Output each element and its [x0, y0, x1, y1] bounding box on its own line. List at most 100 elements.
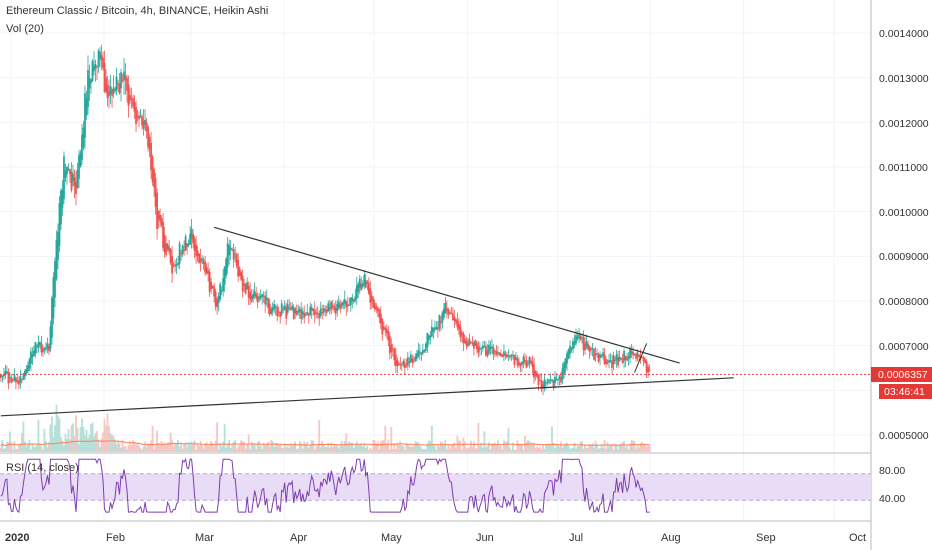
price-tick: 0.0007000: [879, 341, 929, 353]
volume-bar: [300, 442, 303, 452]
candle-body: [471, 342, 474, 344]
candle-body: [617, 357, 619, 366]
volume-bar: [476, 448, 478, 452]
volume-bar: [231, 445, 234, 452]
volume-bar: [145, 446, 148, 452]
candle-body: [506, 354, 508, 358]
candle-body: [494, 350, 496, 352]
volume-bar: [370, 449, 373, 452]
volume-bar: [24, 441, 26, 452]
volume-bar: [70, 425, 73, 452]
price-candles[interactable]: [0, 44, 651, 396]
volume-bar: [55, 404, 58, 452]
volume-bar: [531, 443, 534, 452]
candle-body: [486, 350, 489, 357]
volume-bar: [270, 439, 273, 452]
candle-body: [78, 155, 80, 179]
volume-bar: [396, 442, 399, 452]
volume-bar: [115, 443, 118, 452]
volume-bar: [339, 444, 342, 452]
candle-body: [418, 351, 421, 354]
candle-body: [402, 360, 405, 365]
candle-body: [70, 171, 73, 191]
candle-body: [112, 88, 115, 93]
short-trendline[interactable]: [634, 343, 648, 373]
candle-body: [18, 380, 20, 385]
volume-bar: [465, 448, 468, 452]
candle-body: [468, 338, 471, 345]
volume-bar: [426, 443, 429, 452]
volume-bar: [280, 447, 283, 452]
volume-bar: [316, 444, 319, 452]
candle-body: [130, 97, 133, 99]
time-tick: Aug: [661, 532, 681, 544]
candle-body: [316, 312, 319, 314]
volume-bar: [99, 447, 101, 452]
candle-body: [423, 349, 426, 352]
volume-bar: [439, 441, 442, 452]
volume-bar: [234, 440, 237, 452]
candle-body: [433, 327, 436, 330]
candle-body: [66, 166, 68, 175]
candle-body: [626, 357, 628, 361]
candle-body: [507, 354, 510, 357]
candle-body: [591, 347, 594, 350]
volume-bar: [67, 429, 70, 452]
volume-bar: [13, 441, 16, 452]
volume-bar: [441, 442, 444, 452]
candle-body: [235, 254, 238, 266]
volume-bar: [190, 441, 193, 452]
candle-body: [533, 364, 535, 378]
time-axis[interactable]: 2020 Feb Mar Apr May Jun Jul Aug Sep Oct: [5, 532, 866, 544]
volume-bar: [69, 439, 71, 452]
candle-body: [180, 253, 182, 255]
volume-bar: [73, 436, 76, 452]
volume-bar: [384, 425, 387, 452]
volume-bar: [46, 447, 49, 452]
lower-trendline[interactable]: [0, 377, 734, 417]
volume-bar: [40, 446, 43, 452]
candle-body: [488, 344, 490, 354]
candle-body: [111, 89, 113, 96]
candle-body: [42, 347, 44, 353]
last-price-badge: [871, 367, 932, 382]
candle-body: [178, 243, 181, 264]
volume-bar: [605, 449, 607, 452]
candle-body: [552, 379, 555, 387]
candle-body: [605, 359, 607, 365]
candle-body: [436, 327, 439, 330]
volume-bar: [563, 445, 565, 452]
volume-bar: [442, 444, 445, 452]
candle-body: [500, 353, 502, 357]
candle-body: [243, 283, 246, 286]
volume-bar: [97, 439, 100, 452]
volume-bar: [90, 424, 92, 452]
volume-bar: [373, 440, 376, 452]
candle-body: [259, 295, 262, 299]
volume-bar: [561, 447, 564, 452]
volume-bar: [418, 445, 421, 452]
candle-body: [340, 303, 343, 307]
volume-study-label: Vol (20): [6, 23, 44, 35]
candle-body: [318, 313, 321, 319]
volume-bar: [322, 444, 325, 452]
upper-trendline[interactable]: [213, 226, 680, 364]
candle-body: [144, 119, 146, 125]
candle-body: [315, 312, 318, 314]
candle-body: [132, 98, 134, 107]
volume-bar: [201, 445, 204, 452]
candle-body: [24, 370, 26, 377]
rsi-panel[interactable]: RSI (14, close) 80.00 40.00: [0, 457, 905, 514]
candle-body: [121, 80, 124, 82]
candle-body: [190, 228, 193, 240]
volume-bar: [474, 448, 477, 452]
price-axis[interactable]: 0.0014000 0.0013000 0.0012000 0.0011000 …: [871, 28, 932, 442]
candle-body: [409, 354, 412, 363]
volume-bar: [198, 445, 201, 452]
candle-body: [439, 321, 442, 324]
volume-bar: [51, 416, 53, 452]
volume-bar: [420, 447, 423, 452]
candle-body: [237, 259, 240, 277]
candle-body: [15, 377, 17, 383]
